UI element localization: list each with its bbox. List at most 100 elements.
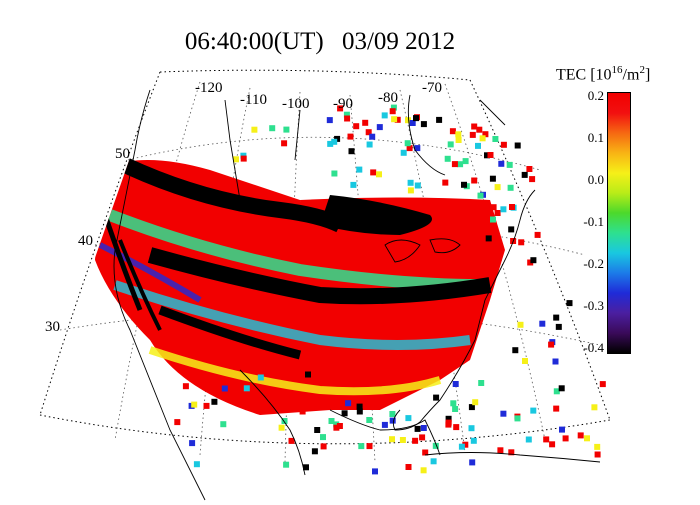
station-marker (366, 443, 373, 450)
station-marker (412, 437, 419, 444)
station-marker (507, 184, 514, 191)
station-marker (362, 119, 369, 126)
station-marker (476, 126, 483, 133)
station-marker (559, 426, 565, 433)
station-marker (283, 126, 290, 133)
station-marker (405, 117, 411, 124)
station-marker (347, 133, 354, 140)
station-marker (514, 415, 521, 422)
station-marker (455, 137, 462, 143)
station-marker (420, 467, 427, 474)
title-date: 03/09 2012 (341, 28, 456, 55)
station-marker (283, 461, 290, 468)
station-marker (488, 221, 495, 228)
station-marker (404, 140, 411, 147)
colorbar-tick-label: 0.1 (587, 130, 604, 145)
station-marker (419, 434, 426, 441)
latitude-label: 40 (78, 233, 93, 249)
tec-band-mid-4 (98, 242, 202, 303)
station-marker (344, 115, 351, 122)
station-marker (399, 437, 406, 443)
station-marker (558, 385, 565, 392)
colorbar-gradient (608, 93, 630, 353)
station-marker (447, 141, 454, 148)
station-marker (281, 140, 288, 147)
station-marker (472, 399, 479, 406)
station-marker (326, 117, 333, 124)
tec-region-east (300, 197, 505, 410)
station-marker (305, 371, 311, 378)
station-marker (366, 141, 373, 148)
station-marker (333, 421, 340, 428)
station-marker (353, 123, 360, 130)
longitude-label: -100 (282, 96, 310, 112)
station-marker (549, 441, 556, 448)
station-marker (240, 155, 247, 162)
station-marker (577, 432, 584, 439)
station-marker (487, 152, 494, 158)
station-marker (594, 451, 601, 458)
tec-data-overlay (95, 157, 505, 415)
tec-band-negative-6 (118, 239, 162, 331)
station-marker (381, 112, 388, 119)
station-marker (517, 321, 524, 328)
station-marker (331, 138, 338, 145)
station-marker (457, 161, 464, 168)
station-marker (413, 115, 419, 122)
colorbar-tick-label: 0.0 (587, 172, 604, 187)
colorbar-tick-label: -0.4 (583, 340, 604, 355)
station-marker (522, 358, 528, 364)
station-marker (490, 204, 497, 211)
station-marker (599, 381, 606, 388)
station-marker (552, 358, 559, 365)
station-marker (449, 128, 456, 135)
station-marker (333, 424, 340, 431)
station-marker (444, 155, 451, 162)
colorbar-title: TEC [1016/m2] (556, 64, 651, 84)
station-marker (400, 149, 407, 156)
station-marker (508, 226, 515, 233)
station-marker (251, 126, 258, 133)
station-marker (356, 408, 363, 415)
station-marker (269, 125, 276, 132)
station-marker (182, 383, 189, 390)
station-marker (539, 320, 546, 327)
station-marker (475, 142, 481, 149)
station-marker (420, 425, 427, 431)
tec-band-negative-4 (320, 195, 432, 235)
station-marker (372, 468, 378, 475)
station-marker (221, 385, 228, 392)
station-marker (407, 179, 414, 186)
station-marker (494, 184, 501, 191)
station-marker (543, 436, 550, 443)
longitude-label: -120 (195, 80, 223, 96)
station-marker (331, 170, 338, 177)
station-marker (341, 410, 348, 417)
station-marker (555, 323, 562, 330)
station-marker (482, 131, 489, 138)
tec-band-mid-3 (148, 346, 442, 396)
station-marker (336, 423, 343, 429)
station-marker (288, 437, 295, 444)
station-marker (299, 408, 306, 415)
station-marker (479, 135, 486, 142)
station-marker (529, 176, 536, 183)
station-marker (530, 407, 537, 414)
station-marker (469, 459, 476, 466)
station-marker (534, 231, 541, 238)
station-marker (436, 116, 443, 123)
station-marker (445, 419, 452, 426)
station-marker (566, 300, 573, 307)
station-marker (189, 440, 196, 447)
colorbar-tick-label: -0.1 (583, 214, 604, 229)
station-marker (432, 442, 439, 449)
station-marker (343, 111, 350, 118)
station-marker (468, 404, 475, 411)
station-marker (191, 401, 198, 408)
station-marker (470, 437, 477, 444)
station-marker (485, 235, 492, 242)
station-marker (391, 116, 398, 123)
station-marker (389, 417, 396, 424)
station-marker (468, 425, 475, 432)
station-marker (521, 171, 528, 178)
